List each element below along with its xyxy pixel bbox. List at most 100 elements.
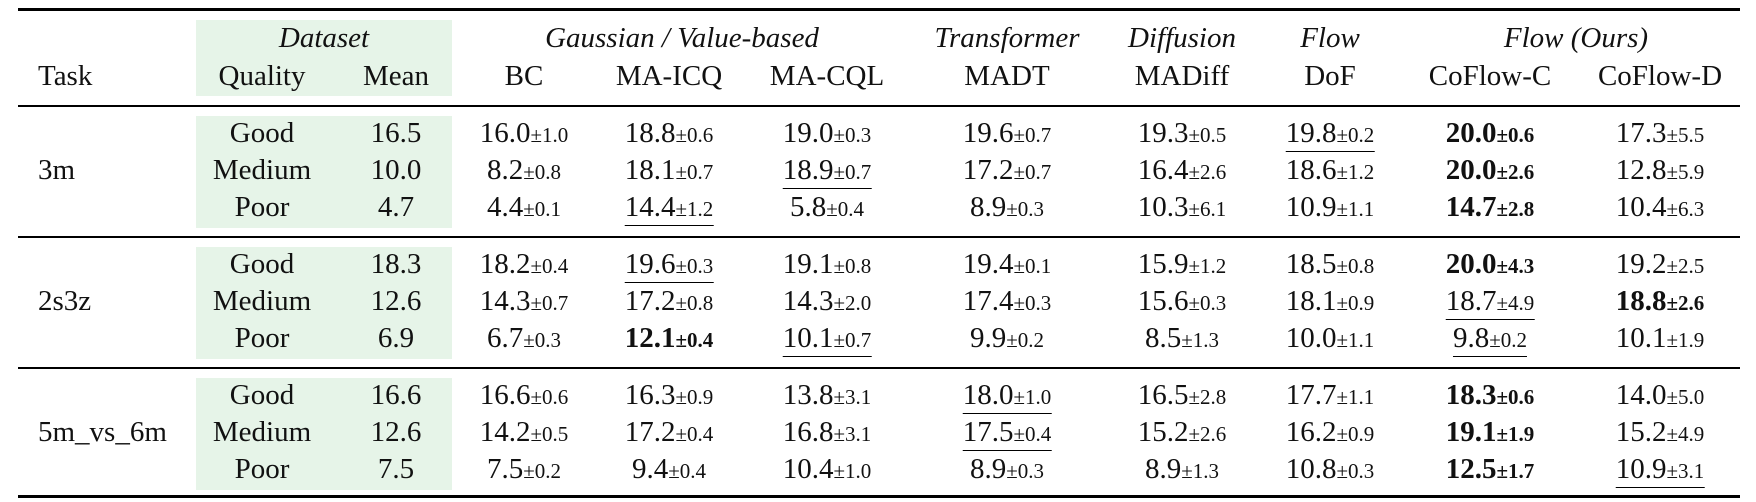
score-mean: 14.4 — [624, 191, 676, 223]
score-value-group: 20.0±2.6 — [1446, 154, 1535, 186]
score-value-group: 19.3±0.5 — [1138, 117, 1227, 149]
score-std: ±2.6 — [1666, 291, 1705, 315]
score-std: ±0.3 — [523, 328, 562, 352]
score-mean: 17.4 — [962, 285, 1014, 317]
score-mean: 8.5 — [1144, 322, 1182, 354]
score-value-group: 18.1±0.7 — [625, 154, 714, 186]
score-mean: 18.6 — [1285, 154, 1337, 186]
score-value-group: 20.0±0.6 — [1446, 117, 1535, 149]
col-dof: DoF — [1304, 60, 1356, 92]
score-value-group: 16.4±2.6 — [1138, 154, 1227, 186]
score-value-group: 8.9±1.3 — [1145, 453, 1219, 485]
score-value-group: 17.7±1.1 — [1286, 379, 1375, 411]
score-cell: 15.2±4.9 — [1616, 416, 1705, 450]
score-std: ±0.8 — [675, 291, 714, 315]
score-mean: 12.8 — [1615, 154, 1667, 186]
score-mean: 19.6 — [624, 248, 676, 280]
score-std: ±0.4 — [530, 254, 569, 278]
group-flow: Flow — [1300, 22, 1360, 54]
score-mean: 6.7 — [486, 322, 524, 354]
mean-cell: 7.5 — [377, 453, 415, 485]
score-cell: 14.4±1.2 — [624, 191, 714, 226]
score-value-group: 16.2±0.9 — [1286, 416, 1375, 448]
group-gaussian-value-based: Gaussian / Value-based — [545, 22, 819, 54]
score-std: ±1.1 — [1336, 385, 1375, 409]
score-value-group: 16.3±0.9 — [625, 379, 714, 411]
score-mean: 10.1 — [782, 322, 834, 354]
score-cell: 17.2±0.8 — [625, 285, 714, 319]
score-value-group: 10.8±0.3 — [1286, 453, 1375, 485]
score-cell: 19.6±0.3 — [624, 248, 714, 283]
score-cell: 10.3±6.1 — [1138, 191, 1227, 225]
score-cell: 16.2±0.9 — [1286, 416, 1375, 450]
score-cell: 10.4±1.0 — [783, 453, 872, 487]
score-cell: 17.2±0.7 — [963, 154, 1052, 188]
score-std: ±4.9 — [1496, 291, 1535, 315]
score-std: ±4.3 — [1496, 254, 1535, 278]
score-value-group: 18.8±2.6 — [1616, 285, 1705, 317]
score-value-group: 6.7±0.3 — [487, 322, 561, 354]
score-mean: 4.4 — [486, 191, 524, 223]
score-cell: 18.7±4.9 — [1445, 285, 1535, 320]
score-cell: 14.3±2.0 — [783, 285, 872, 319]
score-value-group: 18.1±0.9 — [1286, 285, 1375, 317]
score-cell: 15.9±1.2 — [1138, 248, 1227, 282]
score-mean: 10.4 — [1615, 191, 1667, 223]
score-cell: 19.8±0.2 — [1285, 117, 1375, 152]
score-mean: 15.2 — [1615, 416, 1667, 448]
score-std: ±2.6 — [1188, 160, 1227, 184]
score-value-group: 10.0±1.1 — [1286, 322, 1375, 354]
score-std: ±0.7 — [675, 160, 714, 184]
score-mean: 15.2 — [1137, 416, 1189, 448]
score-mean: 18.5 — [1285, 248, 1337, 280]
score-std: ±0.4 — [826, 197, 865, 221]
score-mean: 17.5 — [962, 416, 1014, 448]
bottom-rule — [18, 495, 1740, 498]
score-mean: 10.0 — [1285, 322, 1337, 354]
score-mean: 9.9 — [969, 322, 1007, 354]
score-std: ±0.2 — [523, 459, 562, 483]
col-madiff: MADiff — [1134, 60, 1230, 92]
score-std: ±1.1 — [1336, 197, 1375, 221]
col-task: Task — [38, 60, 93, 92]
score-mean: 17.7 — [1285, 379, 1337, 411]
score-cell: 13.8±3.1 — [783, 379, 872, 413]
score-value-group: 18.5±0.8 — [1286, 248, 1375, 280]
score-cell: 10.9±3.1 — [1615, 453, 1705, 488]
score-cell: 19.4±0.1 — [963, 248, 1052, 282]
score-std: ±2.6 — [1496, 160, 1535, 184]
score-value-group: 15.6±0.3 — [1138, 285, 1227, 317]
score-std: ±0.9 — [1336, 422, 1375, 446]
score-mean: 16.6 — [479, 379, 531, 411]
score-value-group: 18.7±4.9 — [1445, 285, 1535, 320]
score-value-group: 16.5±2.8 — [1138, 379, 1227, 411]
mean-cell: 10.0 — [370, 154, 422, 186]
quality-cell: Good — [229, 117, 295, 149]
score-std: ±6.1 — [1188, 197, 1227, 221]
score-value-group: 19.2±2.5 — [1616, 248, 1705, 280]
score-value-group: 8.2±0.8 — [487, 154, 561, 186]
score-value-group: 5.8±0.4 — [790, 191, 864, 223]
col-mean: Mean — [362, 60, 430, 92]
score-std: ±0.8 — [833, 254, 872, 278]
score-mean: 16.8 — [782, 416, 834, 448]
score-mean: 9.4 — [631, 453, 669, 485]
score-value-group: 9.8±0.2 — [1452, 322, 1528, 357]
score-mean: 13.8 — [782, 379, 834, 411]
score-value-group: 17.3±5.5 — [1616, 117, 1705, 149]
score-std: ±1.9 — [1666, 328, 1705, 352]
score-cell: 18.1±0.9 — [1286, 285, 1375, 319]
score-value-group: 12.5±1.7 — [1446, 453, 1535, 485]
score-cell: 8.9±0.3 — [970, 453, 1044, 487]
score-std: ±2.8 — [1188, 385, 1227, 409]
score-value-group: 7.5±0.2 — [487, 453, 561, 485]
score-mean: 20.0 — [1445, 248, 1497, 280]
score-cell: 16.4±2.6 — [1138, 154, 1227, 188]
score-mean: 14.7 — [1445, 191, 1497, 223]
score-std: ±0.6 — [530, 385, 569, 409]
score-std: ±0.7 — [1013, 160, 1052, 184]
score-value-group: 19.4±0.1 — [963, 248, 1052, 280]
score-mean: 14.2 — [479, 416, 531, 448]
quality-cell: Medium — [212, 154, 312, 186]
score-value-group: 8.9±0.3 — [970, 453, 1044, 485]
